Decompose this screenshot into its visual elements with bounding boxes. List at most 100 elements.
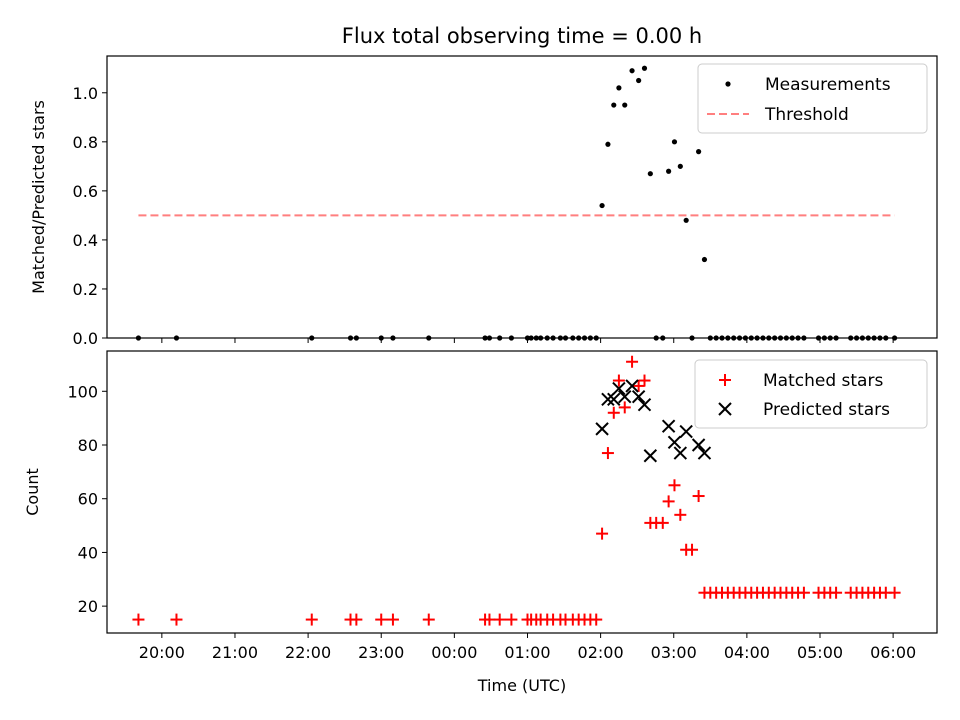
measurement-point [616,85,622,91]
bottom-x-ticks: 20:00 21:00 22:00 23:00 00:00 01:00 02:00 03:00… [139,633,916,662]
x-tick-label: 01:00 [504,643,550,662]
matched-star-marker [668,479,681,492]
predicted-star-marker [595,422,609,436]
matched-star-marker [888,586,901,599]
top-plot-frame [106,55,938,339]
measurement-point [611,102,617,108]
matched-star-marker [607,406,620,419]
measurement-point [622,102,628,108]
bottom-plot-frame [106,350,938,634]
top-y-tick-label: 1.0 [73,84,98,103]
legend-measurements-marker [725,81,731,87]
top-y-tick-label: 0.2 [73,280,98,299]
x-tick-label: 23:00 [358,643,404,662]
measurement-point [666,168,672,174]
predicted-star-marker [697,446,712,460]
matched-star-marker [375,613,388,626]
matched-star-marker [305,613,318,626]
bottom-y-ticks: 20 40 60 80 100 [67,382,107,616]
x-tick-label: 20:00 [139,643,185,662]
legend-threshold-label: Threshold [764,105,849,125]
top-y-axis-label: Matched/Predicted stars [29,100,48,294]
top-y-tick-label: 0.8 [73,133,98,152]
x-tick-label: 21:00 [212,643,258,662]
top-y-tick-label: 0.6 [73,182,98,201]
bottom-legend: Matched stars Predicted stars [694,359,928,429]
matched-star-marker [618,401,631,414]
matched-star-marker [692,490,705,503]
matched-star-marker [601,447,614,460]
bottom-y-tick-label: 40 [78,543,98,562]
predicted-star-marker [601,392,615,407]
predicted-star-marker [607,392,621,407]
x-tick-label: 02:00 [578,643,624,662]
top-y-ticks: 0.0 0.2 0.4 0.6 0.8 1.0 [73,84,107,348]
measurement-point [605,141,611,147]
matched-star-marker [132,613,145,626]
bottom-y-tick-label: 100 [67,382,98,401]
predicted-star-marker [679,424,693,439]
predicted-star-marker [631,389,646,404]
top-y-tick-label: 0.4 [73,231,98,250]
legend-measurements-label: Measurements [765,75,891,95]
measurement-point [629,68,635,74]
measurement-point [636,77,642,84]
matched-star-marker [830,586,843,599]
legend-matched-marker [719,374,731,386]
legend-matched-label: Matched stars [763,371,883,391]
matched-star-marker [656,516,669,529]
predicted-star-marker [625,379,639,393]
measurement-point [647,171,653,177]
predicted-star-marker [661,419,676,433]
top-legend: Measurements Threshold [697,63,928,134]
matched-star-marker [674,508,687,521]
measurement-point [641,65,648,71]
predicted-star-marker [618,389,632,404]
matched-star-marker [483,613,496,626]
bottom-y-tick-label: 60 [78,490,98,509]
x-tick-label: 22:00 [285,643,331,662]
measurement-point [671,139,678,145]
predicted-star-marker [612,381,626,396]
bottom-y-tick-label: 20 [78,597,98,616]
measurement-point [599,202,605,209]
matched-star-marker [170,613,183,626]
matched-star-marker [626,355,639,368]
matched-star-marker [797,586,810,599]
measurement-point [696,149,702,155]
bottom-y-tick-label: 80 [78,436,98,455]
matched-star-marker [686,543,699,556]
chart-title: Flux total observing time = 0.00 h [342,24,702,48]
predicted-star-marker [637,398,652,412]
matched-star-marker [590,613,603,626]
legend-predicted-marker [718,402,732,416]
matched-star-marker [662,495,675,508]
x-tick-label: 06:00 [870,643,916,662]
bottom-plot-marks [132,355,901,626]
predicted-star-marker [691,438,706,452]
matched-star-marker [350,613,363,626]
matched-star-marker [386,613,399,626]
measurement-point [701,256,708,263]
x-tick-label: 03:00 [651,643,697,662]
matched-star-marker [638,374,651,387]
matched-star-marker [596,527,609,540]
x-tick-label: 05:00 [797,643,843,662]
x-tick-label: 04:00 [724,643,770,662]
legend-predicted-label: Predicted stars [763,400,890,420]
predicted-star-marker [673,446,688,460]
predicted-star-marker [643,449,658,463]
measurement-point [677,163,683,169]
x-axis-label: Time (UTC) [477,676,566,695]
matched-star-marker [505,613,518,626]
top-y-tick-label: 0.0 [73,329,98,348]
top-legend-box [697,63,928,134]
matched-star-marker [612,374,625,387]
bottom-legend-box [694,359,928,429]
matched-star-marker [493,613,506,626]
x-tick-label: 00:00 [431,643,477,662]
bottom-y-axis-label: Count [23,468,42,516]
predicted-star-marker [667,435,682,450]
